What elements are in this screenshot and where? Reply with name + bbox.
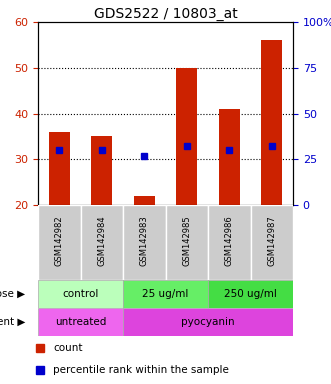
- Bar: [80, 205, 123, 280]
- Bar: [123, 280, 208, 308]
- Text: GSM142985: GSM142985: [182, 216, 191, 266]
- Bar: [261, 40, 282, 205]
- Text: percentile rank within the sample: percentile rank within the sample: [53, 364, 229, 375]
- Text: GSM142982: GSM142982: [55, 216, 64, 266]
- Text: 250 ug/ml: 250 ug/ml: [224, 289, 277, 299]
- Bar: [123, 205, 166, 280]
- Text: 25 ug/ml: 25 ug/ml: [142, 289, 189, 299]
- Title: GDS2522 / 10803_at: GDS2522 / 10803_at: [94, 7, 237, 21]
- Bar: [38, 308, 123, 336]
- Bar: [49, 132, 70, 205]
- Text: GSM142987: GSM142987: [267, 216, 276, 266]
- Text: GSM142984: GSM142984: [97, 216, 106, 266]
- Bar: [38, 205, 80, 280]
- Text: GSM142983: GSM142983: [140, 216, 149, 266]
- Text: untreated: untreated: [55, 317, 106, 327]
- Text: pyocyanin: pyocyanin: [181, 317, 235, 327]
- Bar: [38, 280, 123, 308]
- Text: control: control: [62, 289, 99, 299]
- Bar: [166, 205, 208, 280]
- Bar: [251, 205, 293, 280]
- Bar: [123, 308, 293, 336]
- Bar: [176, 68, 197, 205]
- Text: agent ▶: agent ▶: [0, 317, 25, 327]
- Bar: [208, 205, 251, 280]
- Text: dose ▶: dose ▶: [0, 289, 25, 299]
- Bar: [91, 136, 113, 205]
- Bar: [208, 280, 293, 308]
- Bar: [134, 196, 155, 205]
- Text: count: count: [53, 343, 82, 353]
- Bar: [218, 109, 240, 205]
- Text: GSM142986: GSM142986: [225, 216, 234, 266]
